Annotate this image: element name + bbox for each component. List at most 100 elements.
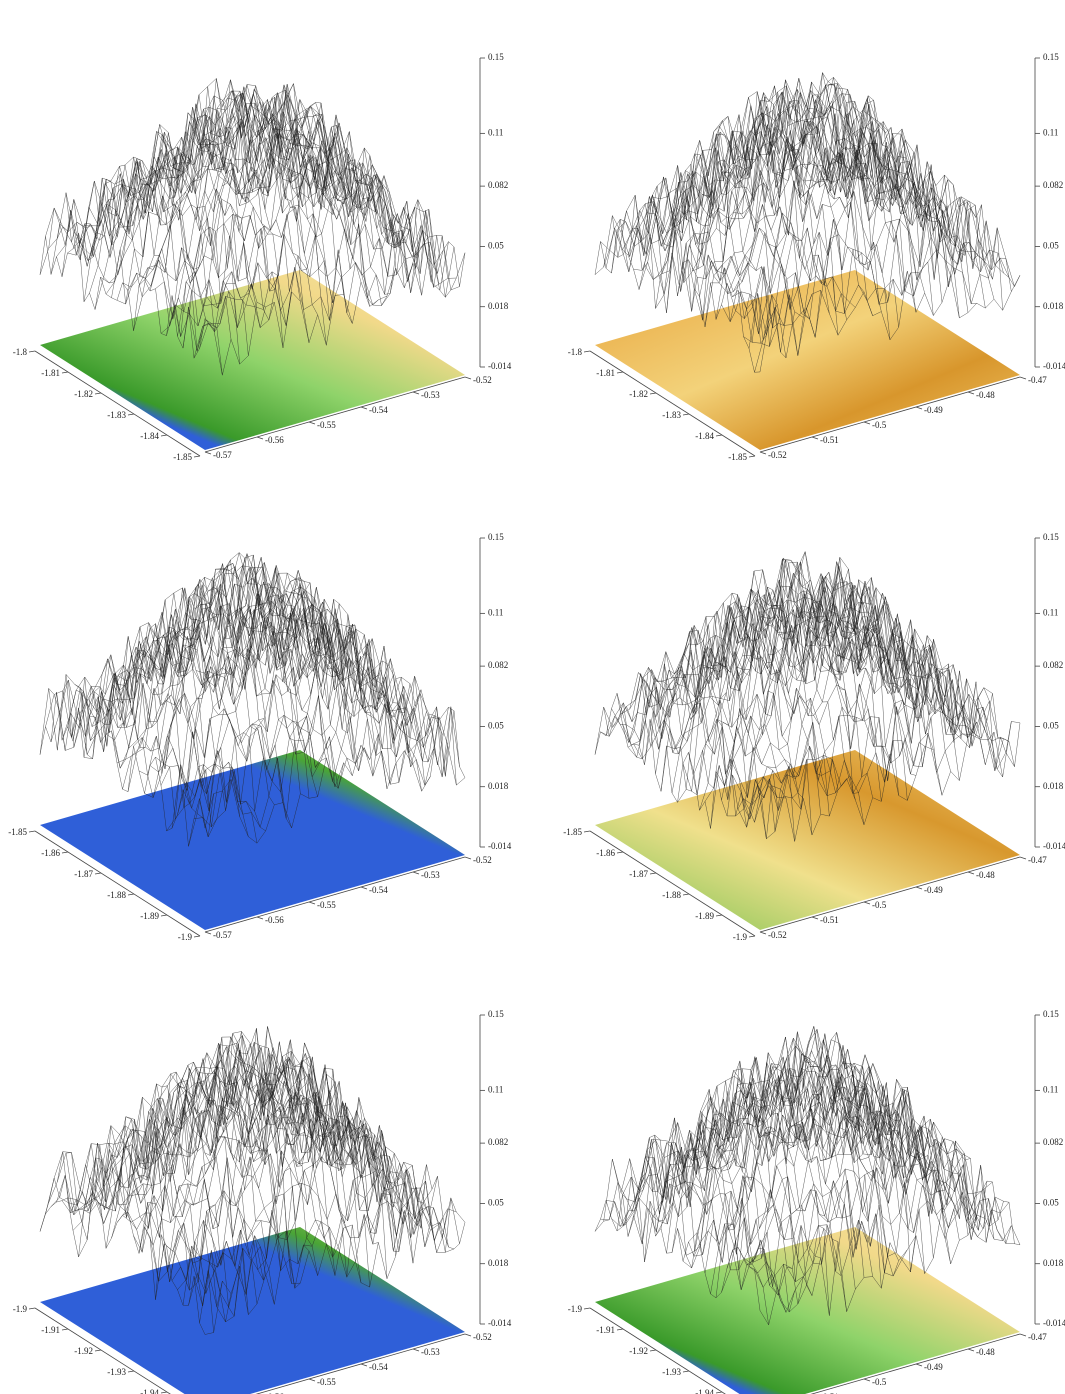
x-tick-label: -1.84: [140, 431, 159, 441]
x-tick-label: -1.92: [74, 1346, 93, 1356]
x-tick: [683, 1371, 689, 1372]
x-tick-label: -1.8: [13, 347, 28, 357]
x-tick: [617, 852, 623, 853]
z-tick-label: 0.15: [488, 1009, 504, 1019]
ground-plane: [595, 750, 1020, 930]
x-tick-label: -1.82: [629, 389, 648, 399]
x-tick-label: -1.94: [140, 1388, 159, 1394]
y-tick-label: -0.52: [473, 375, 492, 385]
y-tick: [465, 1334, 471, 1336]
x-tick: [716, 435, 722, 436]
x-tick-label: -1.88: [662, 890, 681, 900]
y-tick: [257, 437, 263, 439]
z-tick-label: -0.014: [488, 361, 512, 371]
x-tick-label: -1.91: [596, 1325, 615, 1335]
surface-panel: -1.9-1.91-1.92-1.93-1.94-1.95-0.52-0.51-…: [568, 1009, 1065, 1394]
y-tick: [864, 422, 870, 424]
y-tick: [968, 872, 974, 874]
x-tick: [128, 894, 134, 895]
y-tick: [812, 917, 818, 919]
z-tick-label: 0.082: [488, 1137, 508, 1147]
y-tick: [968, 1349, 974, 1351]
x-tick: [584, 831, 590, 832]
y-tick-label: -0.57: [213, 450, 232, 460]
y-tick-label: -0.52: [768, 930, 787, 940]
mesh-line: [196, 85, 361, 282]
y-tick-label: -0.55: [317, 900, 336, 910]
x-tick: [29, 1308, 35, 1309]
y-tick: [1020, 857, 1026, 859]
z-tick-label: 0.05: [488, 1197, 504, 1207]
z-tick-label: -0.014: [1043, 361, 1065, 371]
y-tick-label: -0.52: [768, 450, 787, 460]
y-tick: [465, 857, 471, 859]
y-tick: [413, 392, 419, 394]
x-tick: [194, 456, 200, 457]
z-tick-label: 0.11: [488, 1084, 503, 1094]
y-tick-label: -0.55: [317, 420, 336, 430]
y-tick-label: -0.5: [872, 900, 887, 910]
x-tick-label: -1.83: [662, 410, 681, 420]
y-tick: [1020, 1334, 1026, 1336]
y-tick-label: -0.48: [976, 390, 995, 400]
z-tick-label: 0.018: [488, 301, 509, 311]
y-tick: [309, 422, 315, 424]
x-tick-label: -1.94: [695, 1388, 714, 1394]
z-tick-label: 0.082: [1043, 660, 1063, 670]
x-tick-label: -1.93: [107, 1367, 126, 1377]
figure: -1.8 -1.81 -1.82 -1.83 -1.84 -1.85 -0.57 -0.56 -…: [0, 0, 1065, 1394]
x-tick-label: -1.88: [107, 890, 126, 900]
x-tick-label: -1.86: [41, 848, 60, 858]
x-tick-label: -1.83: [107, 410, 126, 420]
x-tick-label: -1.9: [178, 932, 193, 942]
z-tick-label: 0.082: [488, 660, 508, 670]
y-tick-label: -0.5: [872, 1377, 887, 1387]
x-tick: [749, 456, 755, 457]
y-tick-label: -0.55: [317, 1377, 336, 1387]
x-tick-label: -1.9: [13, 1304, 28, 1314]
y-tick-label: -0.56: [265, 435, 284, 445]
y-tick-label: -0.51: [820, 915, 839, 925]
y-tick: [205, 932, 211, 934]
z-tick-label: 0.05: [1043, 720, 1059, 730]
mesh-line: [283, 142, 448, 282]
x-tick: [161, 435, 167, 436]
y-tick-label: -0.54: [369, 885, 388, 895]
x-tick: [617, 1329, 623, 1330]
z-tick-label: -0.014: [488, 1318, 512, 1328]
z-tick-label: 0.11: [488, 607, 503, 617]
z-tick-label: 0.018: [488, 781, 509, 791]
y-tick-label: -0.53: [421, 870, 440, 880]
y-tick-label: -0.52: [473, 855, 492, 865]
z-tick-label: 0.018: [1043, 1258, 1064, 1268]
y-tick: [916, 1364, 922, 1366]
y-tick-label: -0.47: [1028, 855, 1047, 865]
y-tick-label: -0.54: [369, 405, 388, 415]
mesh-line: [123, 84, 383, 287]
mesh-line: [90, 567, 350, 746]
z-tick-label: 0.082: [488, 180, 508, 190]
x-tick: [62, 852, 68, 853]
x-tick-label: -1.9: [733, 932, 748, 942]
x-tick-label: -1.87: [629, 869, 648, 879]
z-tick-label: 0.018: [1043, 301, 1064, 311]
z-tick-label: 0.11: [1043, 607, 1058, 617]
x-tick: [29, 351, 35, 352]
y-tick: [760, 452, 766, 454]
ground-plane: [595, 1227, 1020, 1394]
y-tick: [309, 902, 315, 904]
y-tick: [205, 452, 211, 454]
x-tick-label: -1.81: [596, 368, 615, 378]
x-tick-label: -1.89: [140, 911, 159, 921]
y-tick: [916, 887, 922, 889]
z-tick-label: -0.014: [488, 841, 512, 851]
y-tick: [361, 887, 367, 889]
x-tick-label: -1.89: [695, 911, 714, 921]
mesh-line: [645, 558, 905, 765]
y-tick-label: -0.54: [369, 1362, 388, 1372]
y-tick: [257, 917, 263, 919]
surface-panel: -1.85-1.86-1.87-1.88-1.89-1.9-0.57-0.56-…: [8, 532, 511, 942]
x-tick-label: -1.85: [563, 827, 582, 837]
y-tick-label: -0.49: [924, 885, 943, 895]
x-tick-label: -1.85: [728, 452, 747, 462]
